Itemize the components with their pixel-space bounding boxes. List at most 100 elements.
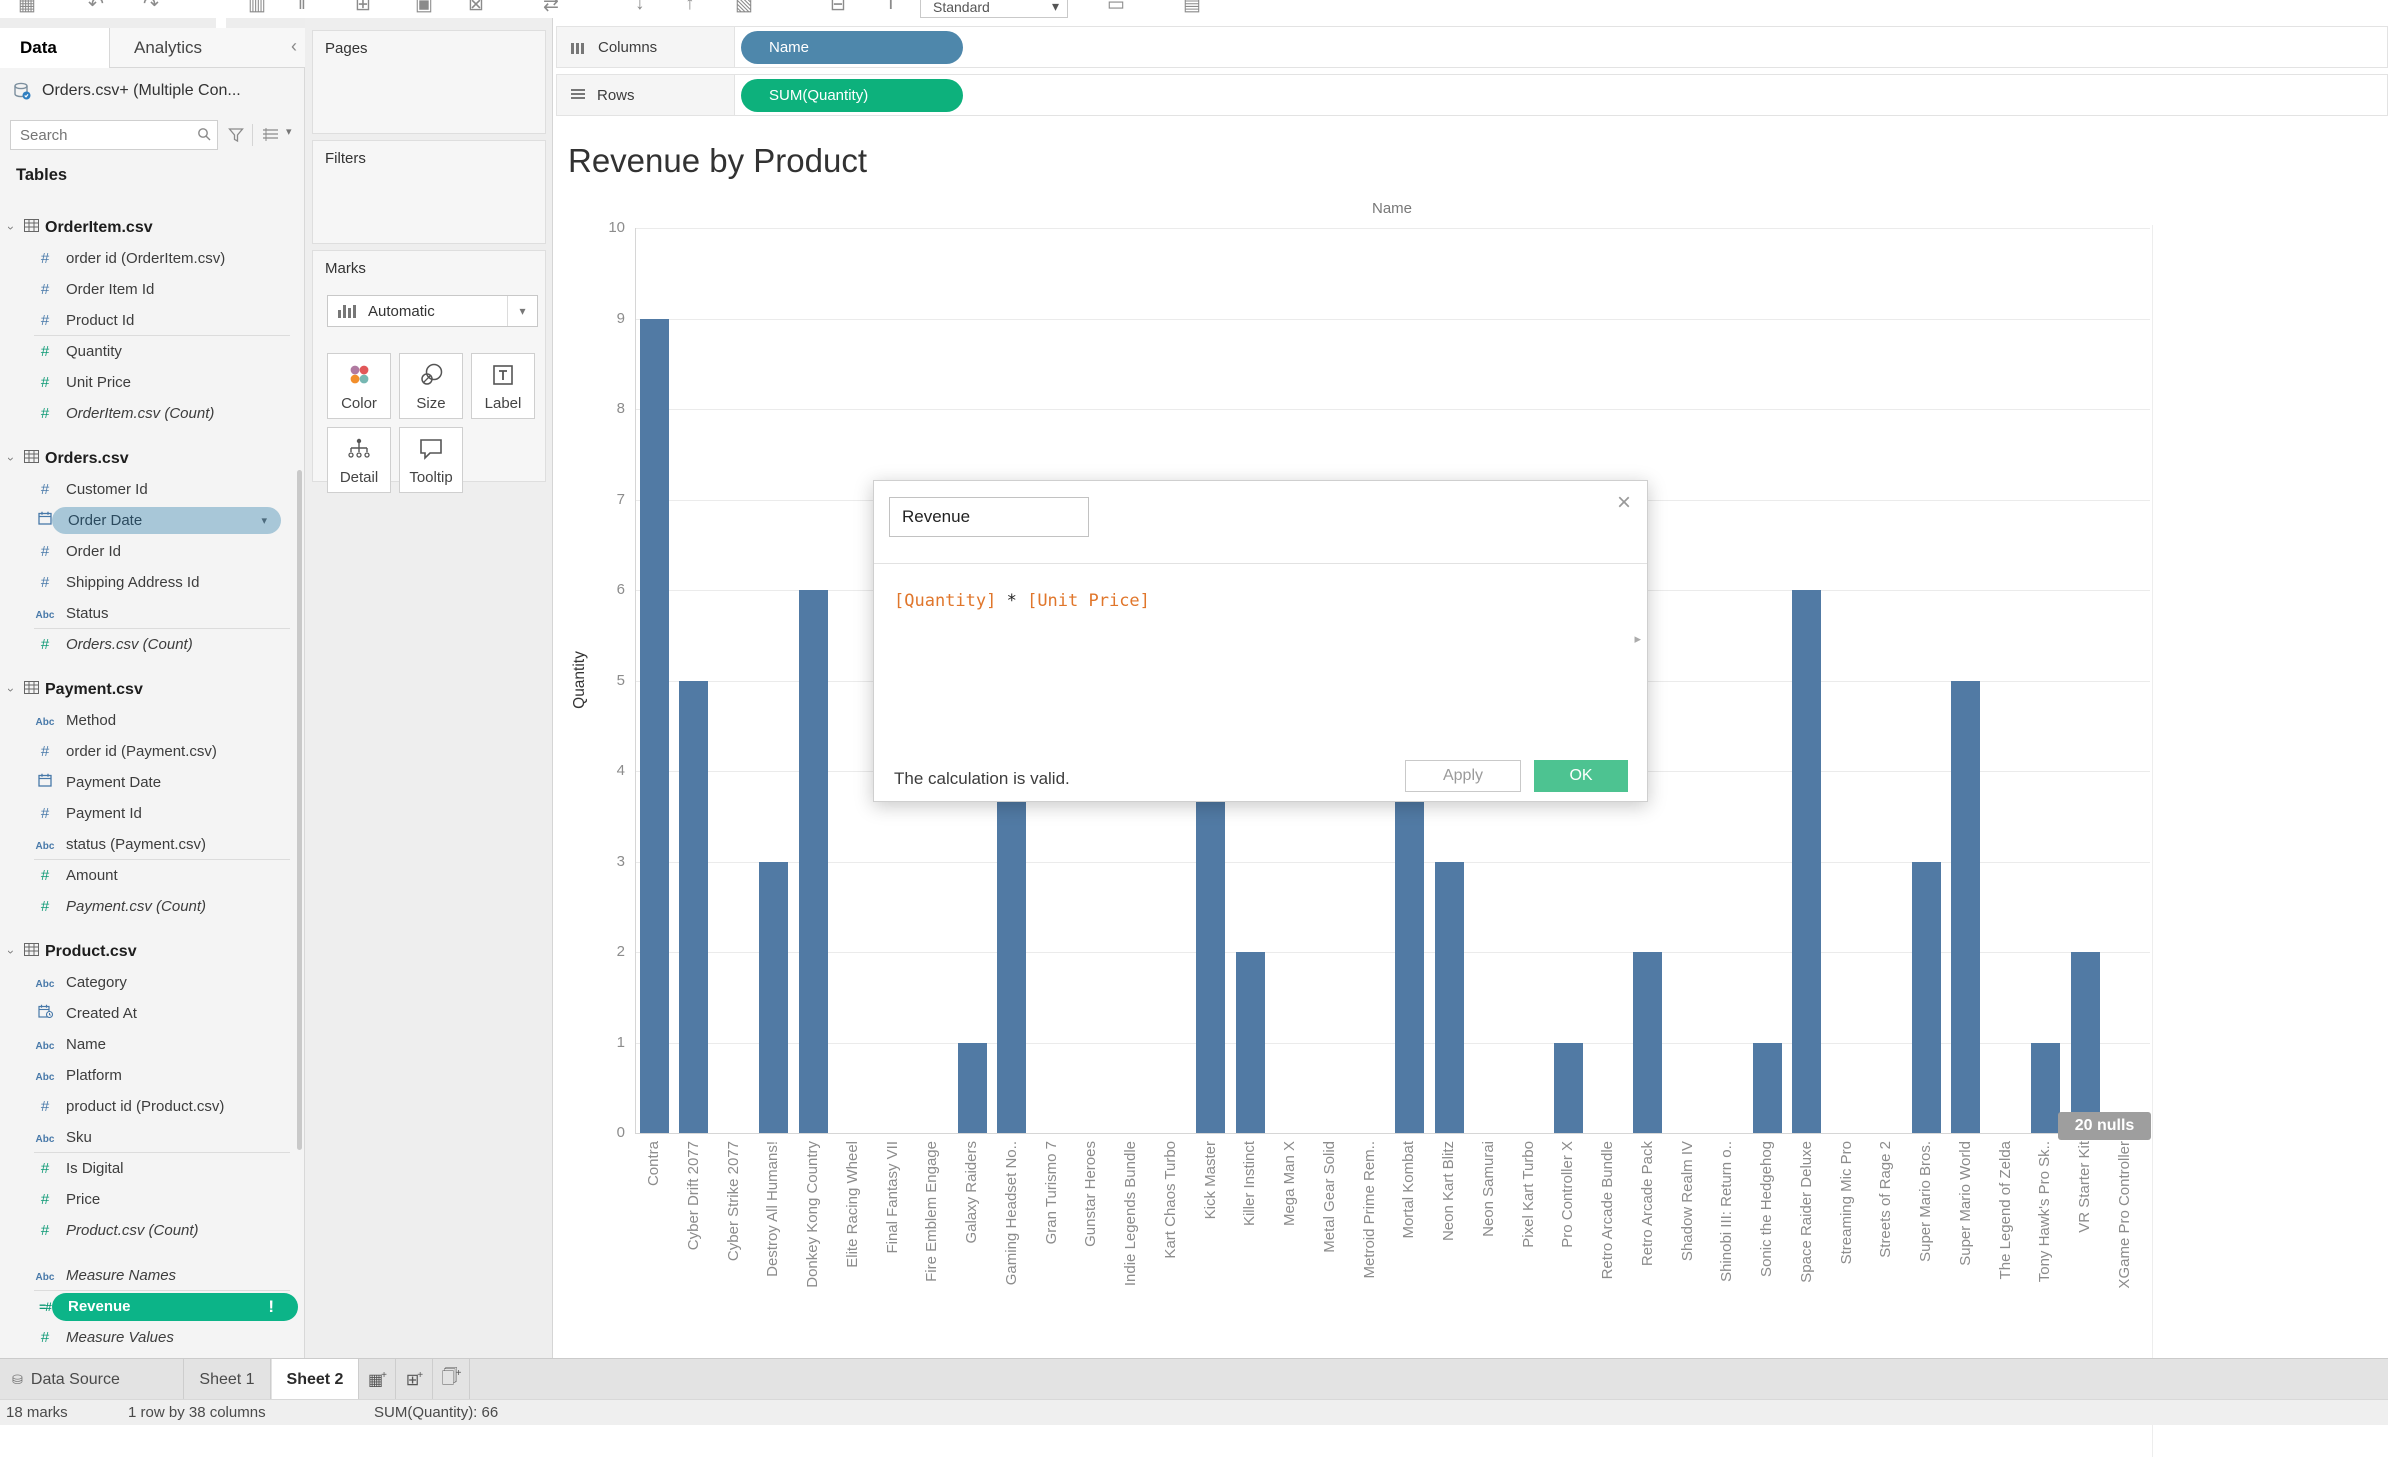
chart-bar[interactable] bbox=[1752, 1042, 1782, 1133]
sort-descending-icon[interactable]: ↑ bbox=[685, 0, 695, 14]
field-created-at[interactable]: Created At bbox=[0, 998, 300, 1029]
field-order-id[interactable]: # Order Id bbox=[0, 536, 300, 567]
chevron-down-icon[interactable]: ▾ bbox=[261, 515, 267, 527]
field-order-id-orderitem-csv[interactable]: # order id (OrderItem.csv) bbox=[0, 243, 300, 274]
expand-panel-icon[interactable]: ▸ bbox=[1634, 631, 1641, 646]
new-worksheet-icon[interactable]: ⊞ bbox=[355, 0, 371, 15]
tableau-logo-icon[interactable]: ▦ bbox=[18, 0, 36, 15]
tab-data-source[interactable]: ⛁ Data Source bbox=[0, 1359, 184, 1400]
chevron-down-icon[interactable]: ▾ bbox=[286, 126, 292, 138]
field-platform[interactable]: Abc Platform bbox=[0, 1060, 300, 1091]
chevron-down-icon[interactable]: ▾ bbox=[507, 296, 537, 326]
redo-icon[interactable]: ↷ bbox=[143, 0, 159, 15]
field-order-item-id[interactable]: # Order Item Id bbox=[0, 274, 300, 305]
filter-fields-icon[interactable] bbox=[228, 127, 244, 143]
field-product-id-product-csv[interactable]: # product id (Product.csv) bbox=[0, 1091, 300, 1122]
null-indicator-badge[interactable]: 20 nulls bbox=[2058, 1112, 2151, 1140]
chart-bar[interactable] bbox=[1633, 952, 1663, 1133]
size-button[interactable]: Size bbox=[399, 353, 463, 419]
sort-ascending-icon[interactable]: ↓ bbox=[635, 0, 645, 14]
collapse-pane-icon[interactable]: ‹ bbox=[291, 36, 297, 56]
table-section-product-csv[interactable]: › Product.csv bbox=[0, 936, 300, 967]
chevron-icon[interactable]: › bbox=[4, 949, 18, 954]
chart-bar[interactable] bbox=[1792, 590, 1822, 1133]
mark-type-select[interactable]: Automatic ▾ bbox=[327, 295, 538, 327]
data-pane-scrollbar[interactable] bbox=[297, 470, 302, 1150]
chart-bar[interactable] bbox=[1911, 861, 1941, 1133]
table-section-orders-csv[interactable]: › Orders.csv bbox=[0, 443, 300, 474]
tab-analytics[interactable]: Analytics bbox=[110, 28, 305, 68]
tab-sheet-2[interactable]: Sheet 2 bbox=[272, 1359, 359, 1400]
show-mark-labels-icon[interactable]: T bbox=[885, 0, 897, 14]
formula-editor[interactable]: [Quantity] * [Unit Price] bbox=[894, 591, 1150, 611]
chart-bar[interactable] bbox=[1951, 680, 1981, 1133]
tab-sheet-1[interactable]: Sheet 1 bbox=[184, 1359, 271, 1400]
group-members-icon[interactable]: ⊟ bbox=[830, 0, 846, 15]
standard-fit-select[interactable]: Standard ▾ bbox=[920, 0, 1068, 18]
chart-bar[interactable] bbox=[1553, 1042, 1583, 1133]
field-method[interactable]: Abc Method bbox=[0, 705, 300, 736]
close-icon[interactable]: × bbox=[1616, 489, 1631, 516]
rows-shelf[interactable]: Rows SUM(Quantity) bbox=[556, 74, 2388, 116]
field-order-id-payment-csv[interactable]: # order id (Payment.csv) bbox=[0, 736, 300, 767]
table-section-payment-csv[interactable]: › Payment.csv bbox=[0, 674, 300, 705]
columns-shelf[interactable]: Columns Name bbox=[556, 26, 2388, 68]
datasource-item[interactable]: Orders.csv+ (Multiple Con... bbox=[0, 72, 305, 110]
label-button[interactable]: Label bbox=[471, 353, 535, 419]
filters-card[interactable]: Filters bbox=[312, 140, 546, 244]
selected-field-pill[interactable]: Order Date ▾ bbox=[52, 507, 281, 534]
chevron-icon[interactable]: › bbox=[4, 225, 18, 230]
new-story-button[interactable]: 🗍+ bbox=[434, 1359, 470, 1400]
ok-button[interactable]: OK bbox=[1534, 760, 1628, 792]
calculated-field-pill-editing[interactable]: Revenue! bbox=[52, 1292, 298, 1321]
field-orders-csv-count[interactable]: # Orders.csv (Count) bbox=[0, 629, 300, 660]
field-name[interactable]: Abc Name bbox=[0, 1029, 300, 1060]
field-payment-csv-count[interactable]: # Payment.csv (Count) bbox=[0, 891, 300, 922]
field-orderitem-csv-count[interactable]: # OrderItem.csv (Count) bbox=[0, 398, 300, 429]
field-category[interactable]: Abc Category bbox=[0, 967, 300, 998]
field-product-id[interactable]: # Product Id bbox=[0, 305, 300, 336]
duplicate-sheet-icon[interactable]: ▣ bbox=[415, 0, 433, 15]
new-dashboard-button[interactable]: ⊞+ bbox=[397, 1359, 433, 1400]
apply-button[interactable]: Apply bbox=[1405, 760, 1521, 792]
tab-data[interactable]: Data bbox=[0, 28, 110, 68]
field-customer-id[interactable]: # Customer Id bbox=[0, 474, 300, 505]
detail-button[interactable]: Detail bbox=[327, 427, 391, 493]
field-amount[interactable]: # Amount bbox=[0, 860, 300, 891]
chart-bar[interactable] bbox=[1235, 952, 1265, 1133]
chart-bar[interactable] bbox=[2030, 1042, 2060, 1133]
chart-bar[interactable] bbox=[2070, 952, 2100, 1133]
new-data-source-icon[interactable]: ▥ bbox=[248, 0, 266, 15]
chart-bar[interactable] bbox=[679, 680, 709, 1133]
pill-sum-quantity[interactable]: SUM(Quantity) bbox=[741, 79, 963, 112]
field-status[interactable]: Abc Status bbox=[0, 598, 300, 629]
view-as-list-icon[interactable] bbox=[262, 128, 279, 142]
show-hide-cards-icon[interactable]: ▤ bbox=[1183, 0, 1201, 15]
clear-sheet-icon[interactable]: ⊠ bbox=[468, 0, 484, 15]
field-sku[interactable]: Abc Sku bbox=[0, 1122, 300, 1153]
field-payment-date[interactable]: Payment Date bbox=[0, 767, 300, 798]
calculation-name-input[interactable] bbox=[889, 497, 1089, 537]
chevron-icon[interactable]: › bbox=[4, 456, 18, 461]
undo-icon[interactable]: ↶ bbox=[88, 0, 104, 15]
chart-bar[interactable] bbox=[798, 590, 828, 1133]
highlight-icon[interactable]: ▧ bbox=[735, 0, 753, 15]
field-revenue[interactable]: =# Revenue! bbox=[0, 1291, 300, 1322]
swap-rows-and-columns-icon[interactable]: ⇄ bbox=[543, 0, 559, 15]
fit-selector-icon[interactable]: ▭ bbox=[1107, 0, 1125, 15]
tooltip-button[interactable]: Tooltip bbox=[399, 427, 463, 493]
chart-bar[interactable] bbox=[758, 861, 788, 1133]
chart-bar[interactable] bbox=[957, 1042, 987, 1133]
field-payment-id[interactable]: # Payment Id bbox=[0, 798, 300, 829]
pages-card[interactable]: Pages bbox=[312, 30, 546, 134]
field-quantity[interactable]: # Quantity bbox=[0, 336, 300, 367]
chart-bar[interactable] bbox=[1434, 861, 1464, 1133]
field-unit-price[interactable]: # Unit Price bbox=[0, 367, 300, 398]
table-section-orderitem-csv[interactable]: › OrderItem.csv bbox=[0, 212, 300, 243]
field-order-date[interactable]: Order Date ▾ bbox=[0, 505, 300, 536]
field-status-payment-csv[interactable]: Abc status (Payment.csv) bbox=[0, 829, 300, 860]
search-input[interactable] bbox=[10, 120, 218, 150]
field-measure-values[interactable]: # Measure Values bbox=[0, 1322, 300, 1353]
chart-bar[interactable] bbox=[639, 318, 669, 1133]
field-measure-names[interactable]: Abc Measure Names bbox=[0, 1260, 300, 1291]
